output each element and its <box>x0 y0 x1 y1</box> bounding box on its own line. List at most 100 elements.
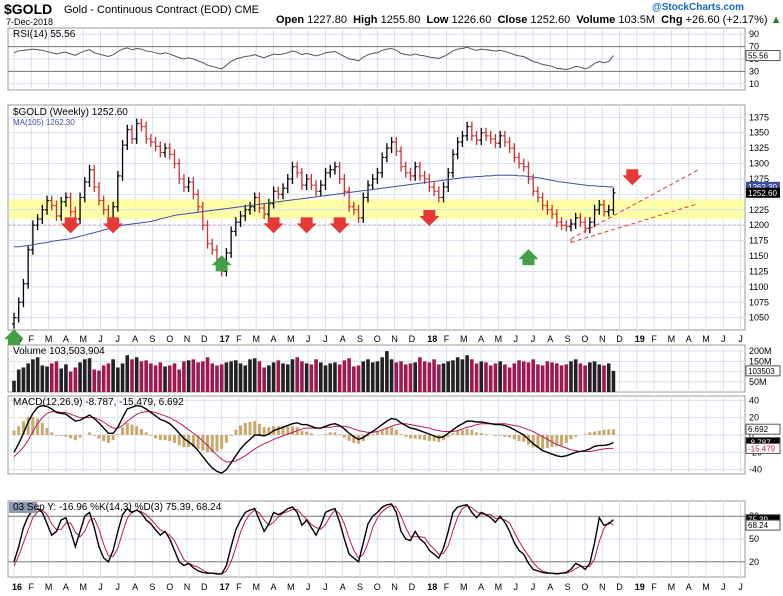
x-axis-tick-label: A <box>132 334 138 344</box>
volume-bar <box>49 363 54 392</box>
macd-histogram-bar <box>234 429 238 435</box>
macd-histogram-bar <box>451 433 455 435</box>
volume-bar <box>413 362 417 392</box>
price-axis-tick-label: 1225 <box>749 205 769 215</box>
x-axis-tick-label: O <box>374 334 381 344</box>
macd-histogram-bar <box>300 430 304 435</box>
stockcharts-brand[interactable]: @StockCharts.com <box>652 2 744 13</box>
macd-histogram-bar <box>394 429 398 435</box>
volume-bar <box>26 363 30 392</box>
macd-histogram-bar <box>484 434 488 435</box>
macd-histogram-bar <box>460 429 464 435</box>
macd-histogram-bar <box>215 435 219 452</box>
macd-histogram-bar <box>224 435 228 443</box>
x-axis-tick-label: M <box>495 582 503 592</box>
macd-histogram-bar <box>380 429 384 435</box>
x-axis-tick-label: A <box>547 334 553 344</box>
macd-histogram-bar <box>328 432 332 435</box>
x-axis-tick-label: 16 <box>12 582 22 592</box>
x-axis-tick-label: D <box>616 334 623 344</box>
macd-histogram-bar <box>50 432 54 435</box>
macd-histogram-bar <box>276 426 280 435</box>
stoch-axis-tick-label: 50 <box>749 534 759 544</box>
x-axis-tick-label: S <box>149 582 155 592</box>
macd-histogram-bar <box>243 422 247 435</box>
macd-histogram-bar <box>442 435 446 441</box>
price-axis-tick-label: 1075 <box>749 297 769 307</box>
volume-bar <box>177 369 181 392</box>
volume-bar <box>573 359 578 392</box>
macd-histogram-bar <box>286 426 290 435</box>
volume-bar <box>403 364 408 392</box>
macd-histogram-bar <box>413 435 417 439</box>
volume-bar <box>465 355 469 392</box>
x-axis-tick-label: F <box>236 334 242 344</box>
volume-bar <box>337 364 342 392</box>
macd-panel-label: MACD(12,26,9) -8.787, -15.479, 6.692 <box>13 397 184 408</box>
x-axis-tick-label: J <box>98 582 103 592</box>
volume-bar <box>243 365 248 392</box>
volume-bar <box>559 365 564 392</box>
volume-bar <box>517 360 521 392</box>
macd-histogram-bar <box>418 435 422 440</box>
x-axis-tick-label: F <box>236 582 242 592</box>
x-axis-tick-label: M <box>252 582 260 592</box>
macd-histogram-bar <box>352 435 356 443</box>
macd-histogram-bar <box>262 427 266 435</box>
price-panel-label: $GOLD (Weekly) 1252.60 <box>13 107 128 118</box>
price-value-tag <box>746 187 780 198</box>
macd-value-tag-text: 6.692 <box>748 425 769 434</box>
x-axis-tick-label: A <box>270 582 276 592</box>
x-axis-tick-label: 18 <box>427 334 437 344</box>
x-axis-tick-label: M <box>45 582 53 592</box>
x-axis-tick-label: J <box>531 582 536 592</box>
x-axis-tick-label: A <box>63 334 69 344</box>
x-axis-tick-label: N <box>599 334 606 344</box>
macd-histogram-bar <box>574 435 578 437</box>
rsi-line <box>13 46 614 71</box>
macd-histogram-bar <box>281 426 285 435</box>
ohlc-summary: Open 1227.80 High 1255.80 Low 1226.60 Cl… <box>276 14 782 26</box>
x-axis-tick-label: A <box>132 582 138 592</box>
volume-bar <box>611 370 616 392</box>
rsi-axis-tick-label: 10 <box>749 79 759 89</box>
volume-bar <box>347 358 351 392</box>
volume-bar <box>153 365 158 392</box>
volume-bar <box>460 359 465 392</box>
macd-histogram-bar <box>305 431 309 435</box>
macd-histogram-bar <box>17 426 21 435</box>
volume-bar <box>163 366 167 392</box>
macd-histogram-bar <box>550 435 554 448</box>
macd-histogram-bar <box>342 435 346 438</box>
volume-bar <box>125 355 130 392</box>
volume-bar <box>399 361 403 392</box>
x-axis-tick-label: M <box>287 334 295 344</box>
macd-histogram-bar <box>437 435 441 442</box>
volume-bar <box>271 362 276 392</box>
rsi-axis-tick-label: 70 <box>749 42 759 52</box>
red-down-arrow <box>296 217 317 234</box>
x-axis-tick-label: 18 <box>427 582 437 592</box>
volume-bar <box>35 357 40 392</box>
macd-histogram-bar <box>116 434 120 435</box>
x-axis-tick-label: N <box>391 582 398 592</box>
volume-bar <box>498 361 502 392</box>
macd-histogram-bar <box>154 435 158 439</box>
x-axis-tick-label: D <box>616 582 623 592</box>
volume-bar <box>488 365 493 392</box>
x-axis-tick-label: F <box>29 334 35 344</box>
volume-bar <box>503 364 507 392</box>
macd-histogram-bar <box>517 435 521 442</box>
macd-histogram-bar <box>210 435 214 453</box>
volume-bar <box>304 363 309 392</box>
x-axis-tick-label: J <box>513 582 518 592</box>
macd-histogram-bar <box>54 435 58 436</box>
macd-histogram-bar <box>371 434 375 435</box>
x-axis-tick-label: M <box>79 582 87 592</box>
x-axis-tick-label: M <box>45 334 53 344</box>
x-axis-tick-label: A <box>270 334 276 344</box>
macd-histogram-bar <box>267 427 271 435</box>
macd-histogram-bar <box>31 416 35 435</box>
x-axis-tick-label: 17 <box>220 334 230 344</box>
